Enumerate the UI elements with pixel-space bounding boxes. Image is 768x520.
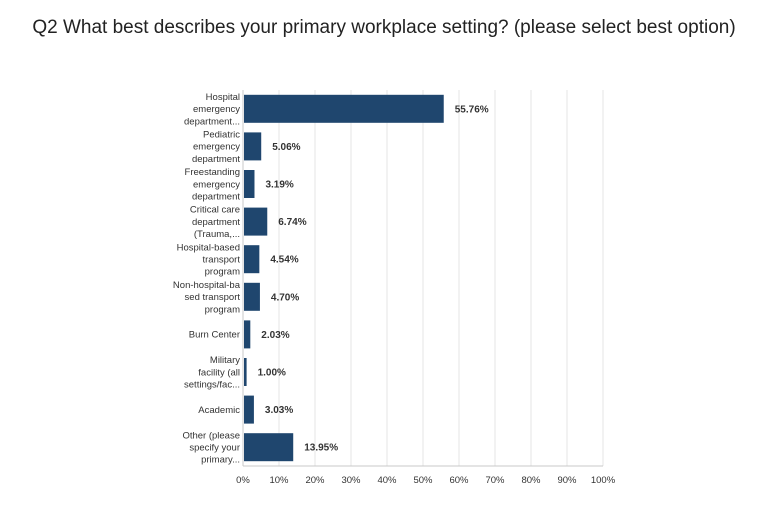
- value-label: 55.76%: [455, 104, 489, 115]
- bar: [244, 433, 294, 462]
- bar: [244, 132, 262, 161]
- category-label: Pediatric emergency department: [192, 130, 240, 165]
- category-label: Other (please specify your primary...: [182, 430, 240, 465]
- value-label: 1.00%: [258, 368, 286, 379]
- bar: [244, 94, 444, 123]
- x-tick-label: 10%: [269, 475, 289, 486]
- category-label: Critical care department (Trauma,...: [190, 205, 241, 240]
- category-label: Hospital-based transport program: [177, 242, 241, 277]
- category-label: Hospital emergency department...: [184, 92, 240, 127]
- bar: [244, 358, 247, 386]
- value-label: 4.54%: [270, 255, 298, 266]
- bar: [244, 245, 260, 274]
- category-label: Academic: [198, 405, 240, 416]
- x-tick-label: 70%: [485, 475, 505, 486]
- bar: [244, 282, 260, 311]
- category-label: Military facility (all settings/fac...: [184, 355, 240, 390]
- value-label: 2.03%: [261, 330, 289, 341]
- x-tick-label: 60%: [449, 475, 469, 486]
- value-label: 6.74%: [278, 217, 306, 228]
- bar: [244, 320, 251, 349]
- category-label: Burn Center: [189, 330, 240, 341]
- x-tick-label: 30%: [341, 475, 361, 486]
- gridlines: [242, 90, 604, 467]
- bars: [244, 94, 444, 462]
- x-tick-label: 50%: [413, 475, 433, 486]
- value-label: 3.19%: [265, 180, 293, 191]
- value-label: 13.95%: [304, 443, 338, 454]
- x-tick-label: 100%: [591, 475, 616, 486]
- category-label: Non-hospital-ba sed transport program: [173, 280, 241, 315]
- value-label: 4.70%: [271, 292, 299, 303]
- x-tick-label: 90%: [557, 475, 577, 486]
- chart-title: Q2 What best describes your primary work…: [32, 17, 736, 38]
- x-tick-label: 80%: [521, 475, 541, 486]
- x-axis-ticks: 0% 10% 20% 30% 40% 50% 60% 70% 80% 90% 100%: [236, 475, 616, 486]
- x-tick-label: 20%: [305, 475, 325, 486]
- bar: [244, 395, 254, 424]
- bar: [244, 207, 268, 236]
- bar: [244, 170, 255, 198]
- category-label: Freestanding emergency department: [185, 167, 241, 202]
- x-tick-label: 40%: [377, 475, 397, 486]
- value-label: 5.06%: [272, 142, 300, 153]
- x-tick-label: 0%: [236, 475, 250, 486]
- value-labels: 55.76% 5.06% 3.19% 6.74% 4.54% 4.70% 2.03% 1.00…: [258, 104, 489, 453]
- value-label: 3.03%: [265, 405, 293, 416]
- category-labels: Hospital emergency department...Pediatric e…: [173, 92, 241, 466]
